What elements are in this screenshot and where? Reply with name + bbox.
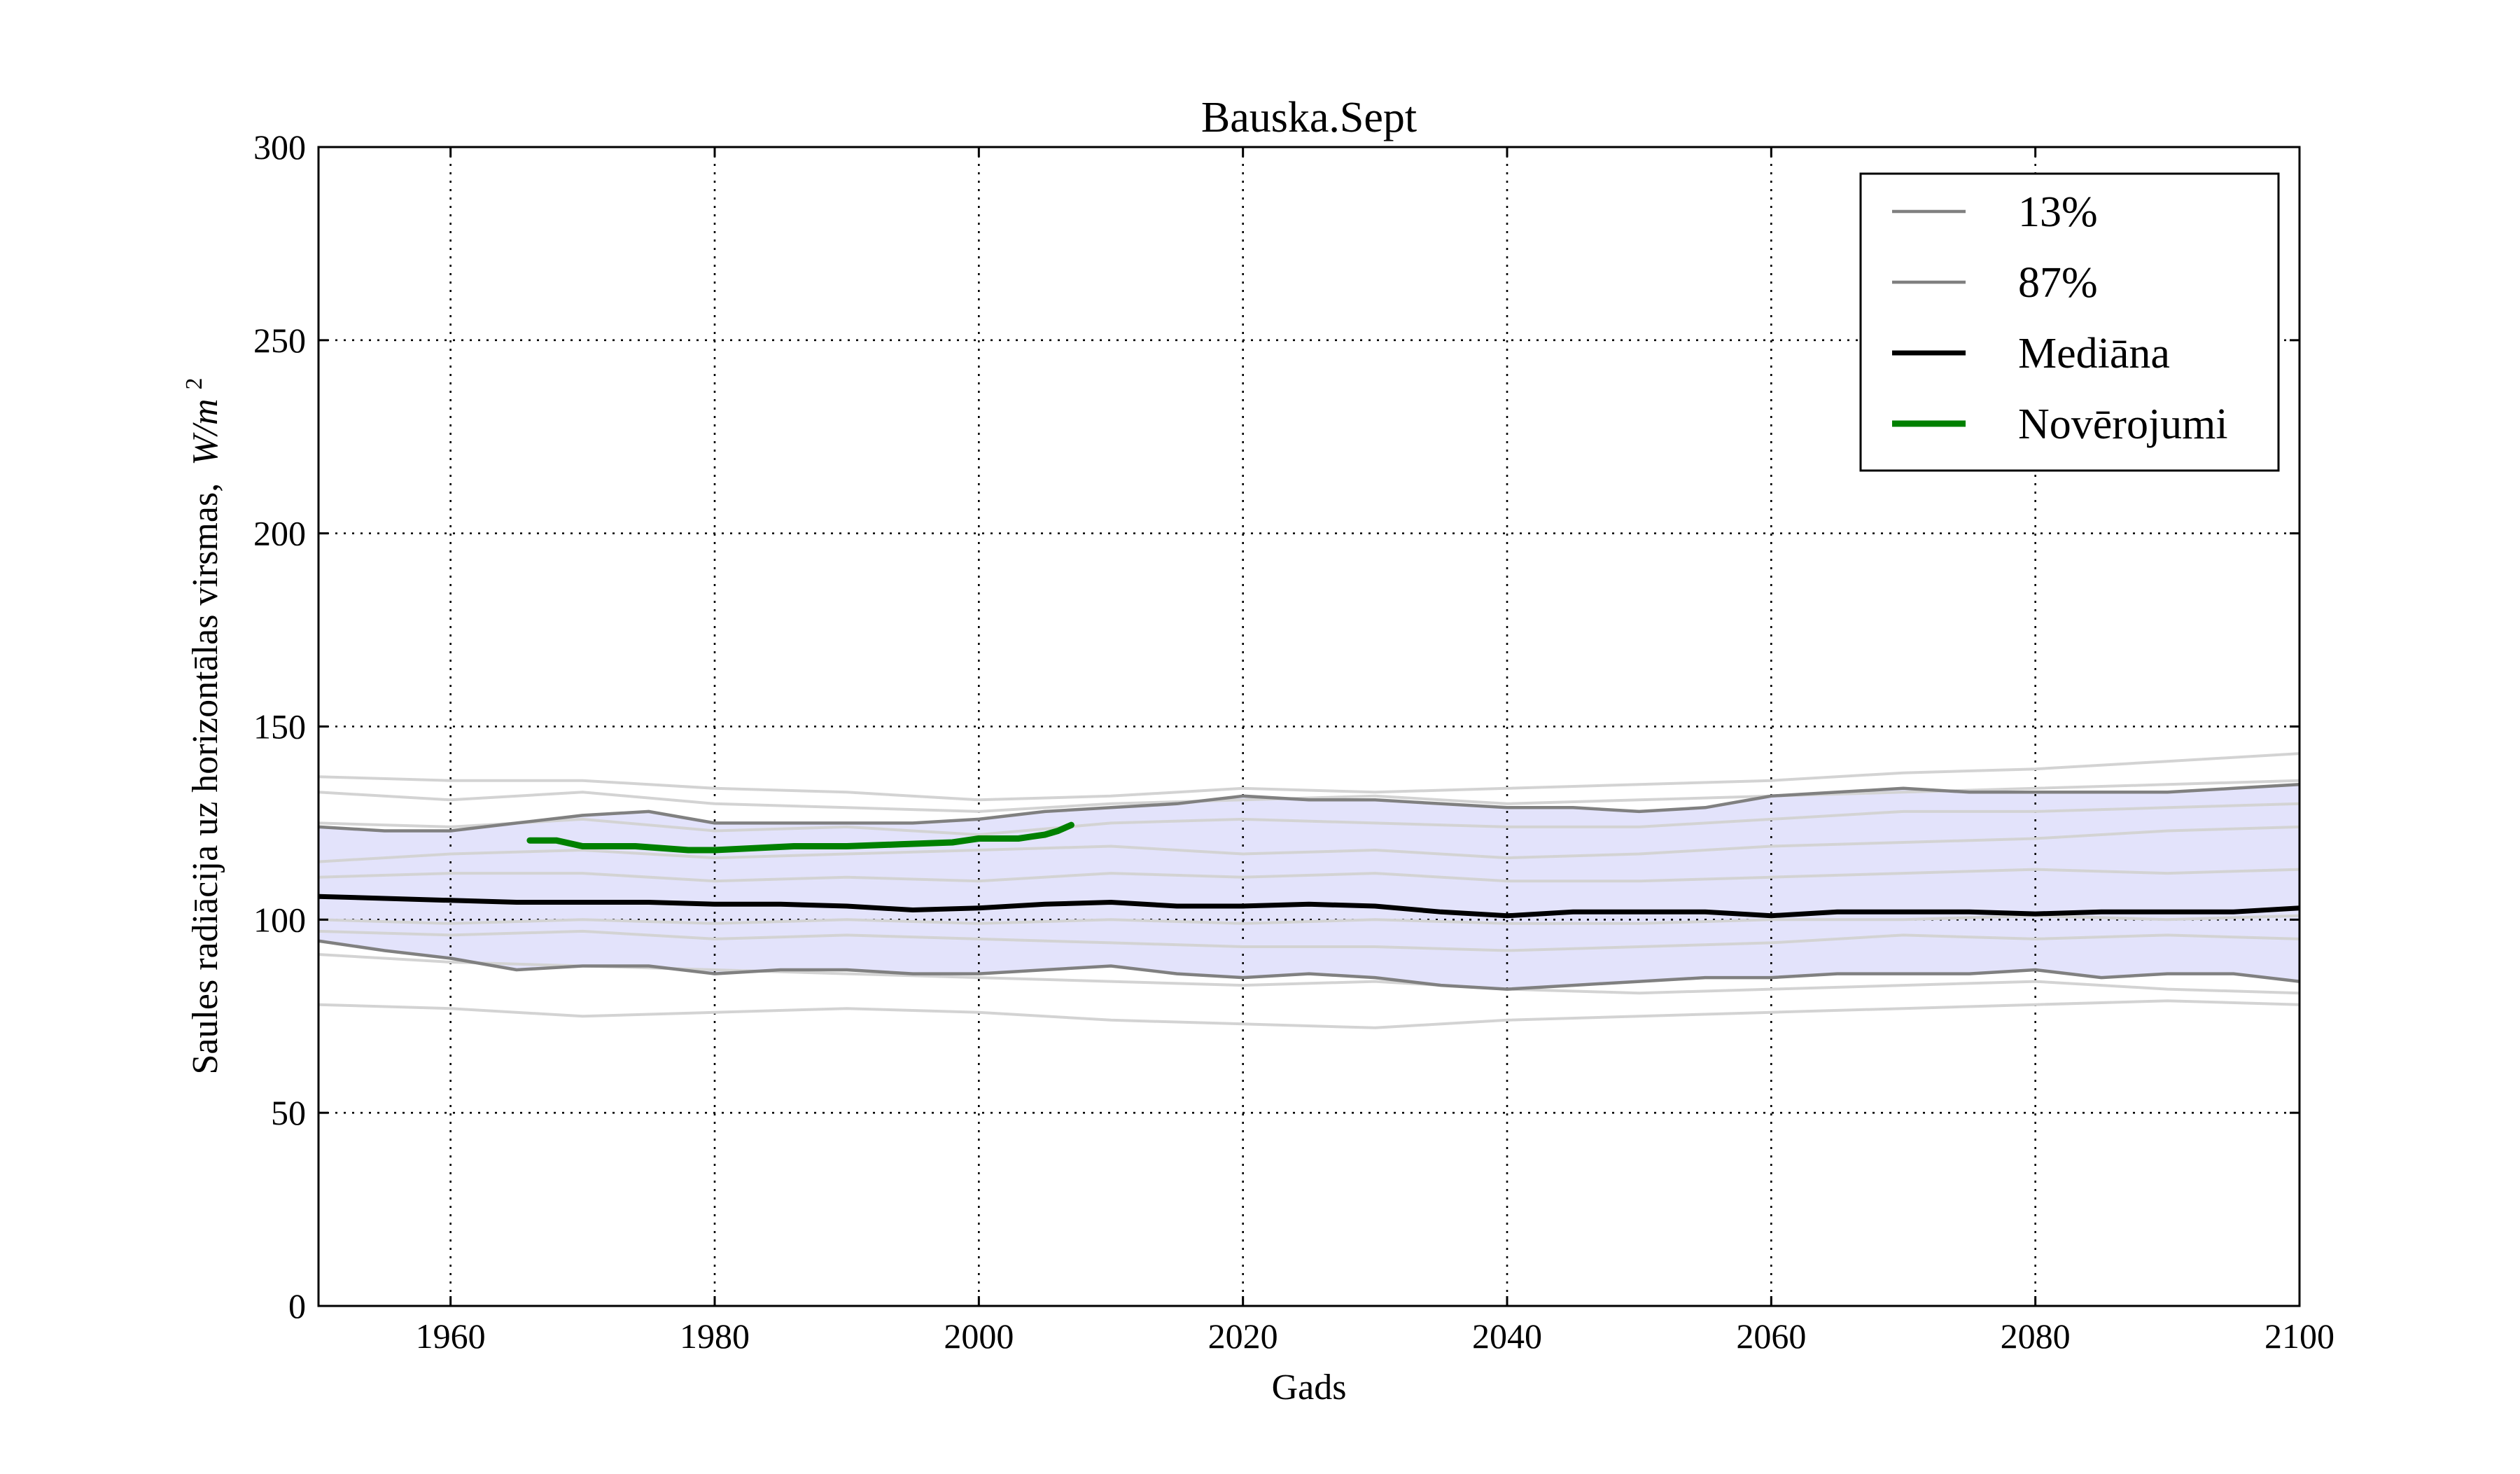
y-axis-label-text: Saules radiācija uz horizontālas virsmas…: [186, 483, 225, 1075]
series-line-median: [318, 894, 2300, 919]
x-tick-label: 2100: [2264, 1316, 2334, 1356]
y-tick-label: 250: [253, 321, 306, 360]
ensemble-member-line: [318, 752, 2300, 802]
legend-entry-median: Mediāna: [1892, 330, 2170, 377]
ensemble-member-line: [318, 929, 2300, 952]
band-area: [318, 784, 2300, 989]
y-tick-label: 300: [253, 127, 306, 167]
ensemble-member-line: [318, 868, 2300, 883]
x-tick-label: 2020: [1208, 1316, 1278, 1356]
legend-label: Mediāna: [2018, 330, 2170, 377]
x-tick-label: 2040: [1472, 1316, 1542, 1356]
y-tick-label: 100: [253, 900, 306, 939]
ensemble-member-line: [318, 914, 2300, 925]
axis-ticks: 1960 1980 2000 2020 2040 2060 2080 2100 0 50 100 15…: [253, 127, 2334, 1356]
legend-entry-observations: Novērojumi: [1892, 401, 2228, 448]
x-tick-label: 2000: [944, 1316, 1014, 1356]
series-line-13pct: [318, 939, 2300, 991]
x-tick-label: 1980: [680, 1316, 750, 1356]
ensemble-member-line: [318, 779, 2300, 813]
x-axis-label: Gads: [1272, 1368, 1347, 1407]
legend-label: 13%: [2018, 188, 2098, 236]
chart-title: Bauska.Sept: [1201, 94, 1417, 141]
ensemble-member-line: [318, 953, 2300, 995]
y-axis-label-unit: W/m: [186, 398, 225, 465]
ensemble-lines: [318, 752, 2300, 1029]
ensemble-member-line: [318, 802, 2300, 836]
legend-entry-13pct: 13%: [1892, 188, 2098, 236]
y-tick-label: 200: [253, 514, 306, 553]
y-axis-label: Saules radiācija uz horizontālas virsmas…: [181, 377, 225, 1074]
x-tick-label: 1960: [416, 1316, 486, 1356]
series-line-observations: [526, 821, 1074, 854]
percentile-band: [318, 784, 2300, 989]
series-line-87pct: [318, 783, 2300, 833]
legend-entry-87pct: 87%: [1892, 259, 2098, 307]
ensemble-member-line: [318, 999, 2300, 1029]
legend-label: 87%: [2018, 259, 2098, 307]
y-tick-label: 0: [288, 1286, 306, 1326]
ensemble-member-line: [318, 825, 2300, 863]
y-tick-label: 150: [253, 707, 306, 746]
x-tick-label: 2060: [1736, 1316, 1806, 1356]
y-axis-label-unit-exponent: 2: [181, 377, 207, 389]
series-lines: [318, 783, 2300, 991]
y-tick-label: 50: [271, 1093, 306, 1132]
x-tick-label: 2080: [2001, 1316, 2071, 1356]
legend: 13% 87% Mediāna Novērojumi: [1859, 172, 2280, 472]
legend-label: Novērojumi: [2018, 401, 2228, 448]
